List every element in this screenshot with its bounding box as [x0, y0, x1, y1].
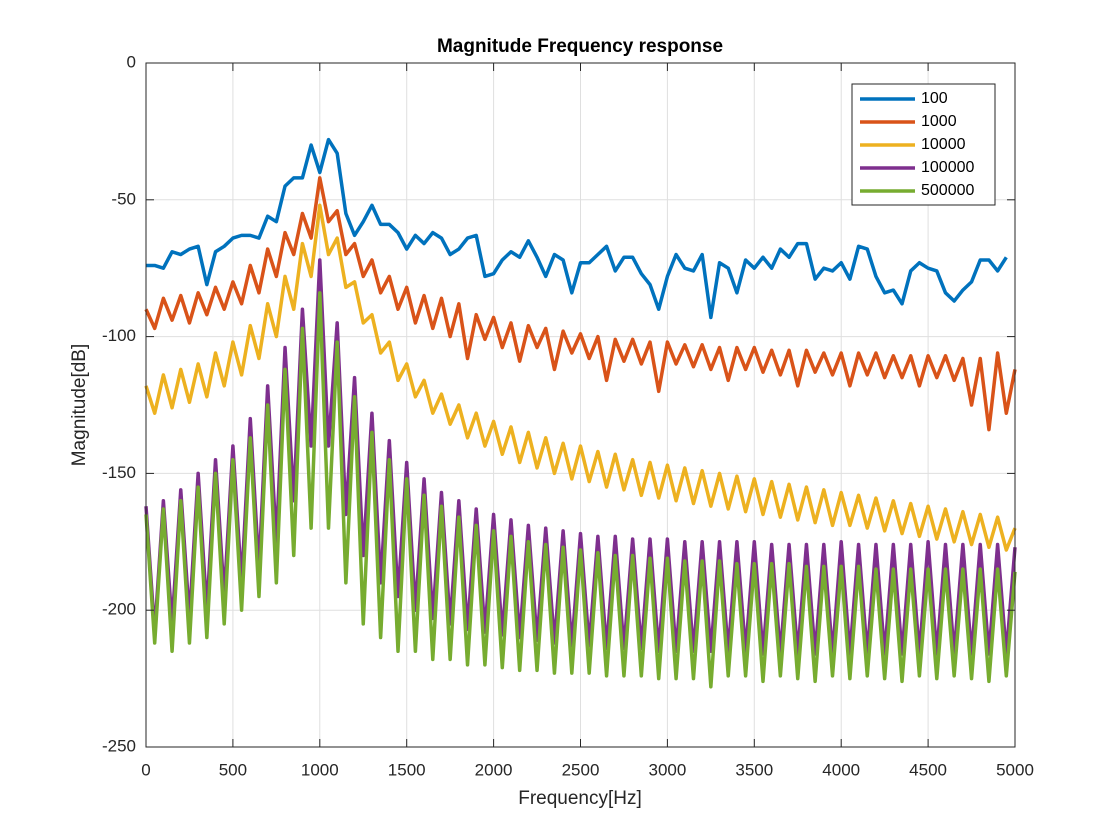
- series-line: [144, 291, 1017, 689]
- x-tick-label: 2000: [475, 760, 513, 779]
- legend-label: 1000: [921, 113, 957, 130]
- y-tick-label: -200: [102, 600, 136, 619]
- legend-label: 500000: [921, 182, 974, 199]
- x-tick-label: 4000: [822, 760, 860, 779]
- y-tick-label: -50: [111, 189, 136, 208]
- plot-area: [144, 137, 1017, 689]
- x-tick-label: 3500: [735, 760, 773, 779]
- series-line: [144, 203, 1017, 552]
- y-axis-label: Magnitude[dB]: [69, 344, 90, 467]
- x-tick-label: 500: [219, 760, 247, 779]
- x-tick-label: 1000: [301, 760, 339, 779]
- legend-label: 100: [921, 90, 948, 107]
- x-tick-label: 0: [141, 760, 150, 779]
- y-tick-label: -150: [102, 463, 136, 482]
- legend-label: 10000: [921, 136, 966, 153]
- ticks: 0 500 1000 1500 2000 2500 3000 3500 4000 4500 5000…: [102, 52, 1034, 779]
- x-tick-label: 1500: [388, 760, 426, 779]
- x-tick-label: 2500: [562, 760, 600, 779]
- x-tick-label: 3000: [648, 760, 686, 779]
- y-tick-label: -100: [102, 326, 136, 345]
- series-line: [144, 258, 1017, 656]
- y-tick-label: -250: [102, 736, 136, 755]
- y-tick-label: 0: [127, 52, 136, 71]
- x-axis-label: Frequency[Hz]: [518, 788, 642, 809]
- chart-title: Magnitude Frequency response: [437, 36, 723, 57]
- series-line: [146, 137, 1008, 320]
- legend: 100 1000 10000 100000 500000: [851, 83, 996, 206]
- x-tick-label: 5000: [996, 760, 1034, 779]
- series-line: [144, 176, 1017, 432]
- x-tick-label: 4500: [909, 760, 947, 779]
- legend-label: 100000: [921, 159, 974, 176]
